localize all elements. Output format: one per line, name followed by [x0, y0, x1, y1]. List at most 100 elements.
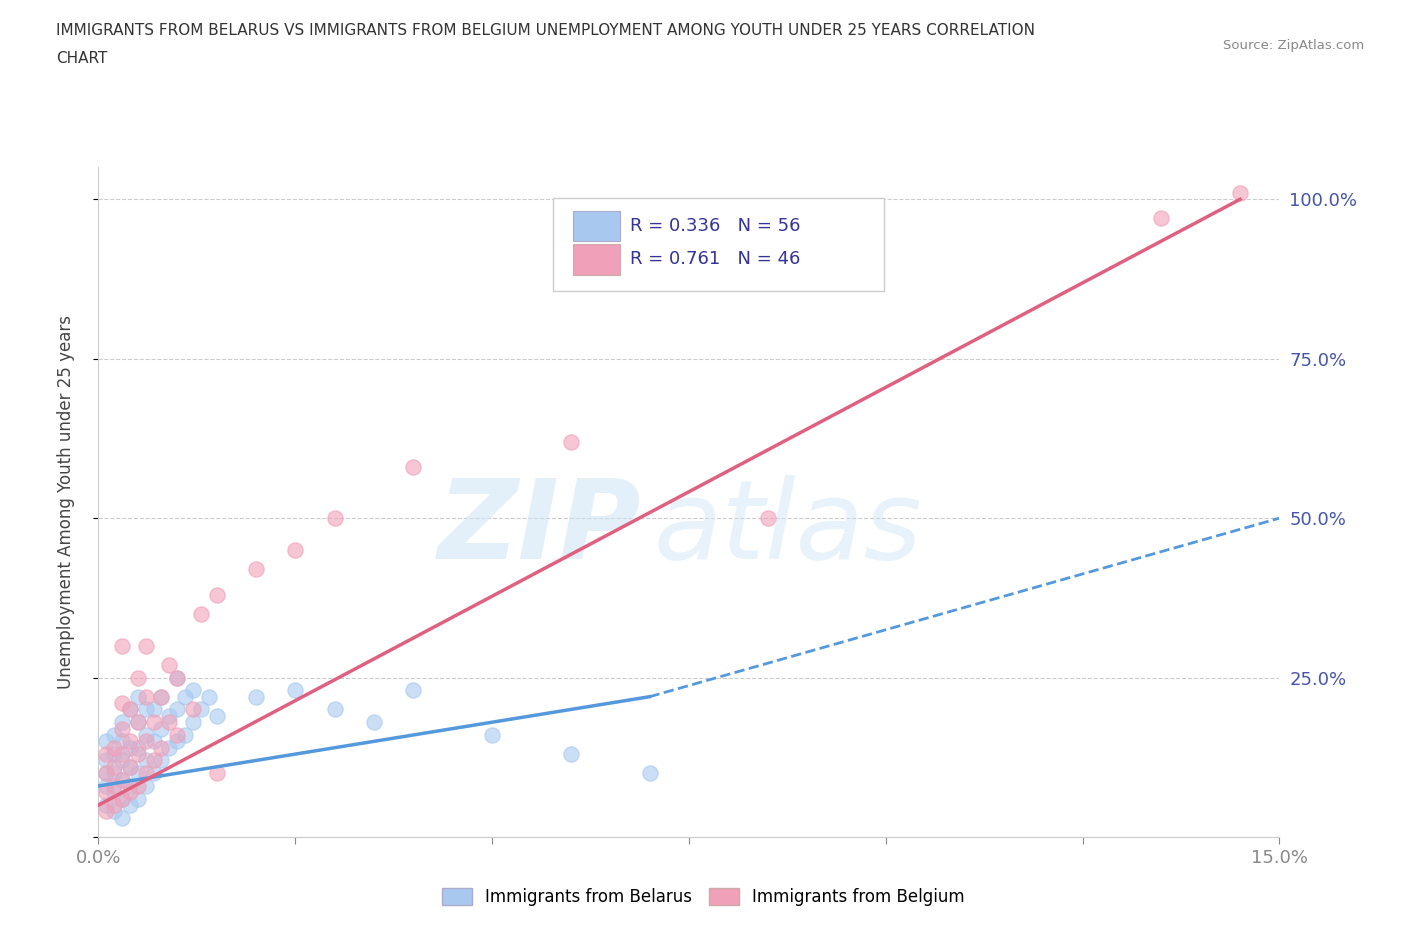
- Point: [96, 785, 118, 800]
- Point: [166, 727, 188, 742]
- Point: [174, 727, 197, 742]
- Point: [127, 791, 149, 806]
- Point: [127, 715, 149, 730]
- Point: [111, 734, 134, 749]
- Point: [111, 791, 134, 806]
- Point: [96, 734, 118, 749]
- Point: [103, 760, 125, 775]
- Point: [181, 683, 204, 698]
- Text: IMMIGRANTS FROM BELARUS VS IMMIGRANTS FROM BELGIUM UNEMPLOYMENT AMONG YOUTH UNDE: IMMIGRANTS FROM BELARUS VS IMMIGRANTS FR…: [56, 23, 1035, 38]
- Point: [118, 760, 141, 775]
- Y-axis label: Unemployment Among Youth under 25 years: Unemployment Among Youth under 25 years: [56, 315, 75, 689]
- Point: [157, 715, 180, 730]
- Point: [103, 740, 125, 755]
- Point: [323, 702, 346, 717]
- Point: [127, 715, 149, 730]
- Point: [135, 702, 157, 717]
- Point: [402, 683, 425, 698]
- Point: [142, 753, 165, 768]
- Point: [560, 434, 582, 449]
- Point: [142, 715, 165, 730]
- FancyBboxPatch shape: [574, 211, 620, 241]
- Point: [284, 683, 307, 698]
- Point: [111, 721, 134, 736]
- Point: [142, 702, 165, 717]
- Point: [96, 804, 118, 819]
- Point: [363, 715, 385, 730]
- Point: [638, 765, 661, 780]
- Point: [205, 709, 228, 724]
- Point: [118, 702, 141, 717]
- Point: [118, 740, 141, 755]
- Point: [166, 702, 188, 717]
- Point: [166, 671, 188, 685]
- Point: [118, 760, 141, 775]
- Point: [481, 727, 503, 742]
- Point: [111, 696, 134, 711]
- Point: [103, 747, 125, 762]
- Point: [111, 715, 134, 730]
- Point: [127, 740, 149, 755]
- Point: [103, 804, 125, 819]
- Point: [135, 753, 157, 768]
- Point: [142, 734, 165, 749]
- Point: [111, 638, 134, 653]
- Text: atlas: atlas: [654, 475, 922, 582]
- Point: [1150, 211, 1173, 226]
- Point: [118, 734, 141, 749]
- Point: [111, 772, 134, 787]
- Point: [103, 778, 125, 793]
- Point: [181, 702, 204, 717]
- Point: [150, 721, 173, 736]
- Point: [118, 785, 141, 800]
- Point: [111, 747, 134, 762]
- Point: [127, 671, 149, 685]
- Point: [96, 798, 118, 813]
- Point: [135, 765, 157, 780]
- Point: [560, 747, 582, 762]
- Point: [756, 511, 779, 525]
- Point: [135, 727, 157, 742]
- Point: [127, 778, 149, 793]
- Point: [150, 753, 173, 768]
- Point: [150, 689, 173, 704]
- Point: [245, 689, 267, 704]
- Point: [205, 587, 228, 602]
- Point: [111, 772, 134, 787]
- Point: [127, 747, 149, 762]
- Point: [103, 785, 125, 800]
- Point: [323, 511, 346, 525]
- Point: [174, 689, 197, 704]
- Point: [157, 709, 180, 724]
- Text: Source: ZipAtlas.com: Source: ZipAtlas.com: [1223, 39, 1364, 52]
- Text: ZIP: ZIP: [439, 475, 641, 582]
- Point: [157, 658, 180, 672]
- Point: [127, 765, 149, 780]
- Point: [111, 753, 134, 768]
- Point: [157, 740, 180, 755]
- Point: [103, 727, 125, 742]
- Point: [111, 810, 134, 825]
- Point: [166, 671, 188, 685]
- Point: [96, 747, 118, 762]
- Point: [150, 689, 173, 704]
- Point: [245, 562, 267, 577]
- Point: [96, 778, 118, 793]
- Point: [135, 638, 157, 653]
- Text: CHART: CHART: [56, 51, 108, 66]
- Point: [96, 765, 118, 780]
- Point: [135, 778, 157, 793]
- Point: [284, 542, 307, 557]
- Point: [118, 702, 141, 717]
- Point: [181, 715, 204, 730]
- Point: [190, 606, 212, 621]
- Point: [190, 702, 212, 717]
- Point: [1229, 185, 1251, 200]
- Point: [197, 689, 219, 704]
- Point: [118, 778, 141, 793]
- Point: [142, 765, 165, 780]
- Point: [402, 459, 425, 474]
- Point: [135, 734, 157, 749]
- Text: R = 0.761   N = 46: R = 0.761 N = 46: [630, 250, 800, 269]
- Point: [103, 798, 125, 813]
